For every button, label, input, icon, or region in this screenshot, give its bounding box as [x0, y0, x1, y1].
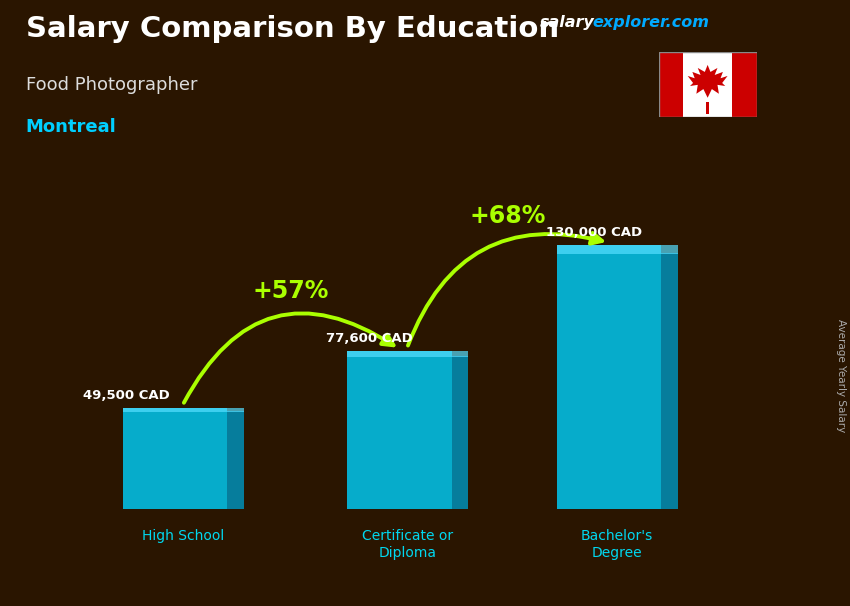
- Bar: [347, 351, 452, 509]
- Text: 130,000 CAD: 130,000 CAD: [546, 225, 642, 239]
- Bar: [122, 408, 244, 412]
- Text: Salary Comparison By Education: Salary Comparison By Education: [26, 15, 558, 43]
- Bar: [122, 408, 228, 509]
- Text: 49,500 CAD: 49,500 CAD: [83, 389, 170, 402]
- Text: 77,600 CAD: 77,600 CAD: [326, 332, 413, 345]
- Bar: [732, 52, 756, 118]
- PathPatch shape: [688, 65, 728, 98]
- Bar: [347, 351, 468, 357]
- Text: +68%: +68%: [470, 204, 547, 228]
- Text: Food Photographer: Food Photographer: [26, 76, 197, 94]
- Text: salary: salary: [540, 15, 594, 30]
- Bar: [557, 245, 661, 509]
- Text: +57%: +57%: [252, 279, 329, 303]
- Bar: [659, 52, 683, 118]
- Bar: [452, 356, 468, 509]
- Bar: [661, 253, 677, 509]
- Bar: [228, 411, 244, 509]
- Text: explorer.com: explorer.com: [592, 15, 709, 30]
- Text: Average Yearly Salary: Average Yearly Salary: [836, 319, 846, 432]
- Text: Certificate or
Diploma: Certificate or Diploma: [362, 529, 453, 560]
- Bar: [706, 102, 709, 114]
- Text: Montreal: Montreal: [26, 118, 116, 136]
- Text: High School: High School: [142, 529, 224, 543]
- Text: Bachelor's
Degree: Bachelor's Degree: [581, 529, 654, 560]
- Bar: [557, 245, 677, 255]
